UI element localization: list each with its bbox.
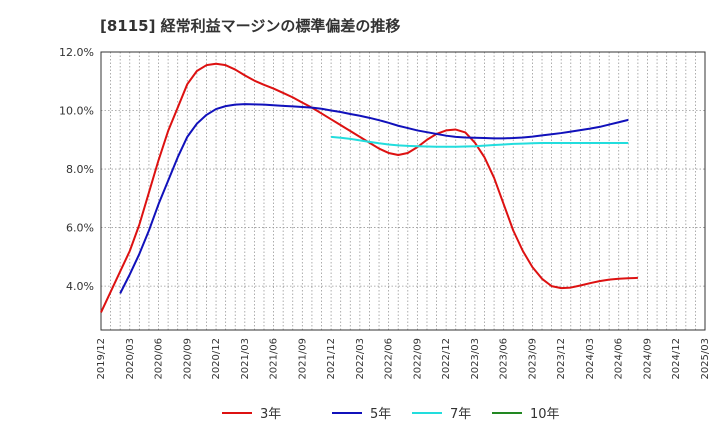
legend-label: 3年 xyxy=(260,407,281,422)
x-tick-label: 2024/09 xyxy=(642,338,653,380)
x-tick-label: 2019/12 xyxy=(96,338,107,380)
x-tick-label: 2020/12 xyxy=(211,338,222,380)
x-tick-label: 2023/12 xyxy=(556,338,567,380)
legend-label: 7年 xyxy=(450,407,471,422)
y-tick-label: 12.0% xyxy=(59,46,94,59)
x-tick-label: 2022/03 xyxy=(355,338,366,380)
x-tick-label: 2022/06 xyxy=(384,338,395,380)
y-tick-label: 4.0% xyxy=(66,280,94,293)
x-tick-label: 2021/12 xyxy=(326,338,337,380)
x-tick-label: 2023/06 xyxy=(499,338,510,380)
x-tick-label: 2024/12 xyxy=(671,338,682,380)
x-tick-label: 2020/09 xyxy=(182,338,193,380)
x-tick-label: 2023/09 xyxy=(527,338,538,380)
x-tick-label: 2020/06 xyxy=(154,338,165,380)
x-tick-label: 2024/03 xyxy=(585,338,596,380)
y-tick-label: 8.0% xyxy=(66,163,94,176)
legend-label: 5年 xyxy=(370,407,391,422)
y-tick-label: 10.0% xyxy=(59,105,94,118)
chart-title: [8115] 経常利益マージンの標準偏差の推移 xyxy=(100,17,401,35)
y-tick-label: 6.0% xyxy=(66,222,94,235)
x-tick-label: 2022/12 xyxy=(441,338,452,380)
x-tick-label: 2022/09 xyxy=(412,338,423,380)
series-line xyxy=(331,135,629,148)
x-tick-label: 2021/06 xyxy=(269,338,280,380)
x-tick-label: 2020/03 xyxy=(125,338,136,380)
plot-frame xyxy=(100,51,706,331)
x-tick-label: 2023/03 xyxy=(470,338,481,380)
series-line xyxy=(119,103,629,294)
x-tick-label: 2024/06 xyxy=(614,338,625,380)
x-tick-label: 2021/09 xyxy=(297,338,308,380)
x-tick-label: 2025/03 xyxy=(700,338,711,380)
x-tick-label: 2021/03 xyxy=(240,338,251,380)
legend-label: 10年 xyxy=(530,407,560,422)
